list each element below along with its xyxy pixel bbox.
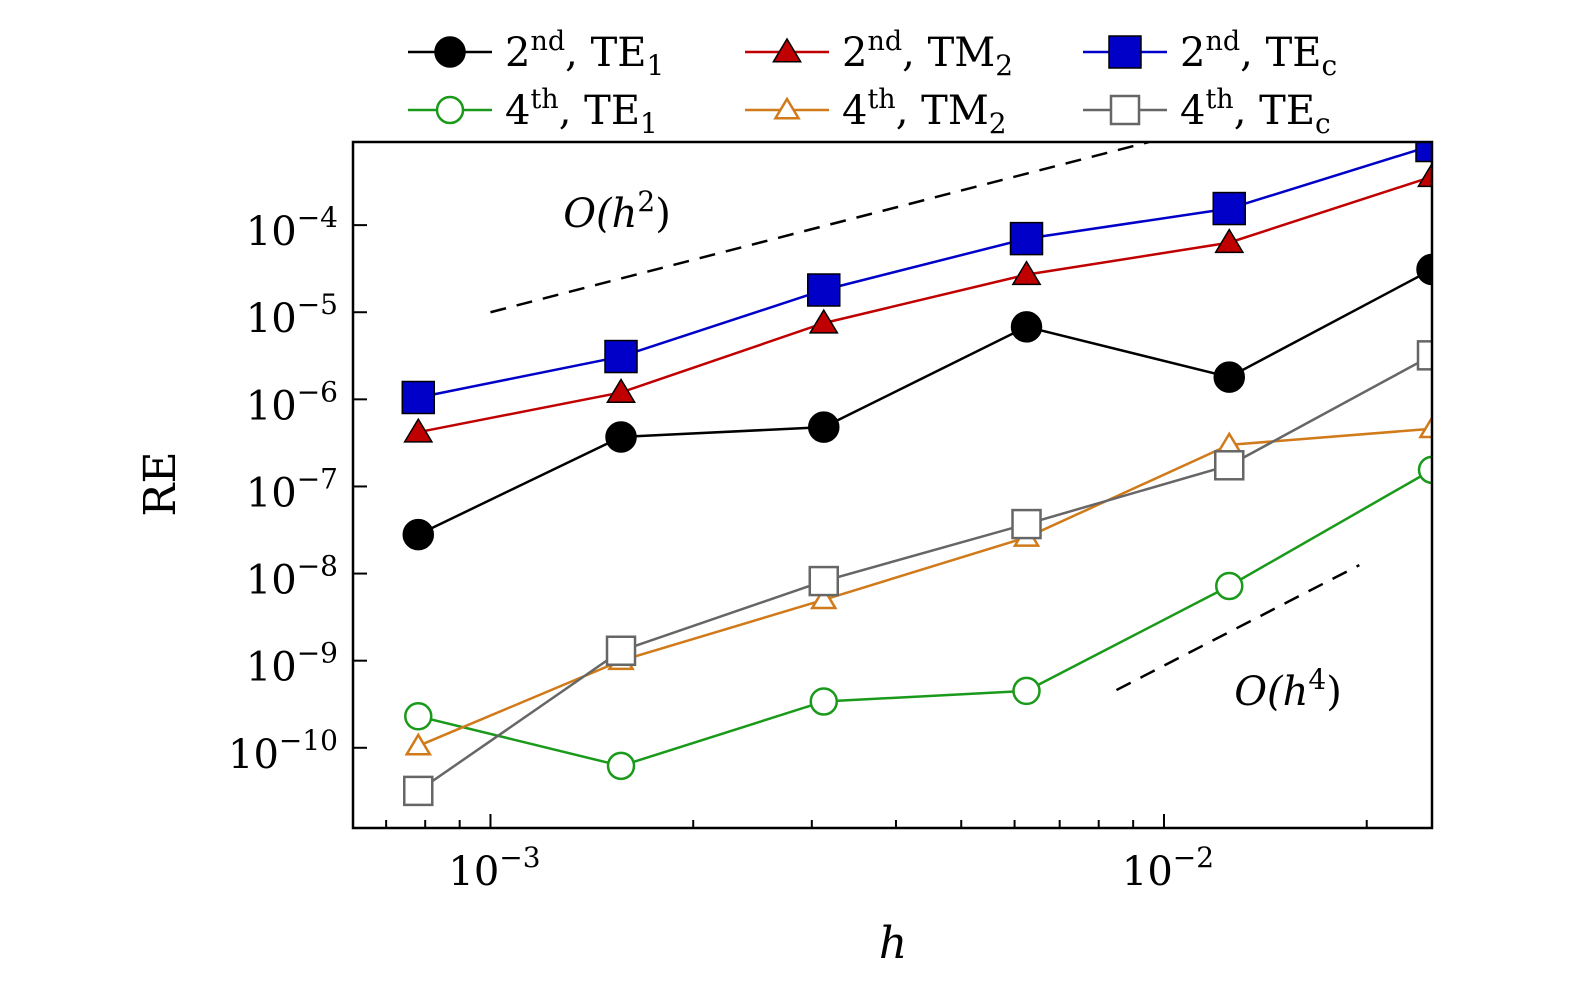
- legend-label: 4th, TE1: [505, 84, 658, 140]
- x-axis-label: h: [879, 918, 907, 969]
- data-point: [403, 417, 434, 443]
- series-line: [417, 468, 1432, 768]
- reference-slope-line: [1115, 564, 1360, 692]
- y-tick-label: 10−4: [246, 201, 338, 255]
- x-tick-label: 10−2: [1122, 841, 1214, 895]
- data-point: [808, 411, 840, 443]
- data-point: [1416, 253, 1432, 286]
- legend-label: 2nd, TM2: [842, 26, 1013, 82]
- data-point: [810, 586, 838, 610]
- y-tick-label: 10−8: [246, 550, 338, 604]
- data-point: [1416, 340, 1432, 371]
- data-point: [403, 775, 434, 807]
- data-point: [1011, 508, 1042, 540]
- series-line: [417, 268, 1432, 536]
- legend-item: 4th, TEc: [1083, 84, 1331, 140]
- data-point: [1012, 676, 1041, 706]
- data-point: [604, 339, 638, 374]
- legend-item: 2nd, TM2: [745, 26, 1013, 82]
- legend-item: 2nd, TEc: [1083, 26, 1337, 82]
- series-layer: [401, 142, 1432, 807]
- data-point: [404, 732, 433, 756]
- legend-label: 4th, TEc: [1180, 84, 1331, 140]
- data-point: [1214, 228, 1245, 254]
- data-point: [1214, 450, 1245, 481]
- data-point: [1215, 571, 1244, 601]
- legend-label: 2nd, TEc: [1180, 26, 1337, 82]
- legend-label: 4th, TM2: [842, 84, 1007, 140]
- data-point: [401, 380, 436, 415]
- data-point: [404, 702, 433, 731]
- legend-marker: [773, 96, 801, 120]
- data-point: [1212, 191, 1247, 226]
- data-point: [1011, 260, 1042, 286]
- data-point: [1009, 221, 1044, 256]
- series-line: [418, 175, 1432, 434]
- y-tick-label: 10−9: [246, 637, 338, 691]
- data-point: [1418, 415, 1432, 439]
- series-4th-TE1: [404, 455, 1432, 781]
- data-point: [606, 377, 636, 403]
- tick-labels: 10−3 10−2 10−4 10−5 10−6 10−7 10−8 10−9 10−10: [228, 201, 1214, 895]
- plot-frame: [351, 140, 1434, 830]
- legend-item: 4th, TM2: [745, 84, 1007, 140]
- data-point: [1417, 455, 1432, 485]
- data-point: [606, 751, 636, 781]
- reference-lines: O(h2) O(h4): [490, 142, 1360, 715]
- reference-slope-line: [490, 142, 1150, 314]
- legend-marker: [435, 95, 465, 125]
- y-tick-label: 10−6: [246, 375, 338, 429]
- data-point: [605, 421, 637, 453]
- data-point: [808, 308, 839, 334]
- y-tick-label: 10−10: [228, 724, 338, 778]
- data-point: [808, 565, 840, 597]
- data-point: [1213, 361, 1246, 393]
- axis-ticks: [353, 224, 1368, 828]
- legend-marker: [772, 37, 802, 63]
- data-point: [402, 518, 435, 551]
- data-point: [807, 273, 841, 307]
- y-tick-label: 10−5: [246, 288, 338, 342]
- data-point: [1417, 162, 1432, 188]
- legend-label: 2nd, TE1: [505, 26, 664, 82]
- y-tick-label: 10−7: [246, 462, 338, 516]
- data-point: [809, 687, 839, 716]
- data-point: [1415, 142, 1432, 163]
- series-2nd-TM2: [403, 162, 1432, 443]
- order-annotation: O(h4): [1234, 663, 1342, 715]
- series-2nd-TE1: [402, 253, 1432, 551]
- series-4th-TEc: [403, 340, 1432, 807]
- legend-marker: [1108, 35, 1142, 69]
- series-line: [417, 354, 1432, 792]
- y-axis-label: RE: [135, 451, 186, 516]
- x-tick-label: 10−3: [448, 841, 540, 895]
- legend-item: 2nd, TE1: [408, 26, 664, 82]
- legend: 2nd, TE1 2nd, TM2 2nd, TEc 4th, TE1 4th, TM2…: [408, 26, 1337, 140]
- data-point: [1010, 311, 1043, 343]
- series-2nd-TEc: [401, 142, 1432, 415]
- series-line: [418, 144, 1432, 399]
- order-annotation: O(h2): [563, 185, 671, 237]
- legend-item: 4th, TE1: [408, 84, 658, 140]
- legend-marker: [434, 36, 466, 68]
- legend-marker: [1109, 94, 1141, 126]
- data-point: [605, 635, 637, 667]
